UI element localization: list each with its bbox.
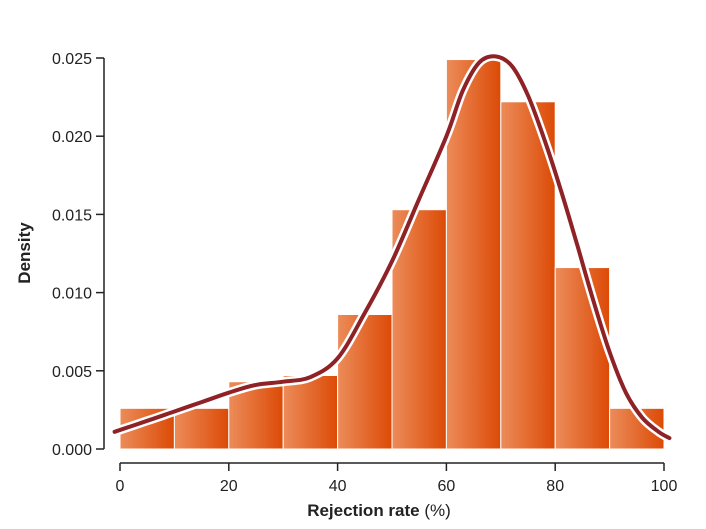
x-axis-title-unit: (%): [424, 501, 450, 520]
histogram-bar-3: [282, 374, 339, 450]
x-tick-label: 100: [651, 478, 678, 495]
y-axis-title: Density: [15, 222, 34, 284]
histogram-bar-8: [554, 267, 611, 450]
density-curve-layer: [110, 51, 674, 443]
y-tick-label: 0.005: [52, 364, 92, 381]
x-tick-label: 80: [546, 478, 564, 495]
histogram-bar-7: [500, 101, 556, 450]
y-tick-label: 0.000: [52, 442, 92, 459]
density-curve: [112, 54, 672, 441]
x-tick-label: 0: [116, 478, 125, 495]
y-tick-label: 0.020: [52, 129, 92, 146]
x-tick-label: 60: [438, 478, 456, 495]
y-tick-label: 0.015: [52, 207, 92, 224]
x-axis-title-text: Rejection rate: [307, 501, 419, 520]
x-tick-label: 20: [220, 478, 238, 495]
histogram-bar-1: [173, 407, 230, 450]
x-axis: 0 20 40 60 80 100: [116, 462, 678, 495]
x-tick-label: 40: [329, 478, 347, 495]
y-axis: 0.000 0.005 0.010 0.015 0.020 0.025: [52, 51, 105, 459]
histogram-bar-4: [337, 313, 393, 450]
y-tick-label: 0.010: [52, 286, 92, 303]
y-tick-label: 0.025: [52, 51, 92, 68]
x-axis-title: Rejection rate (%): [307, 501, 451, 520]
